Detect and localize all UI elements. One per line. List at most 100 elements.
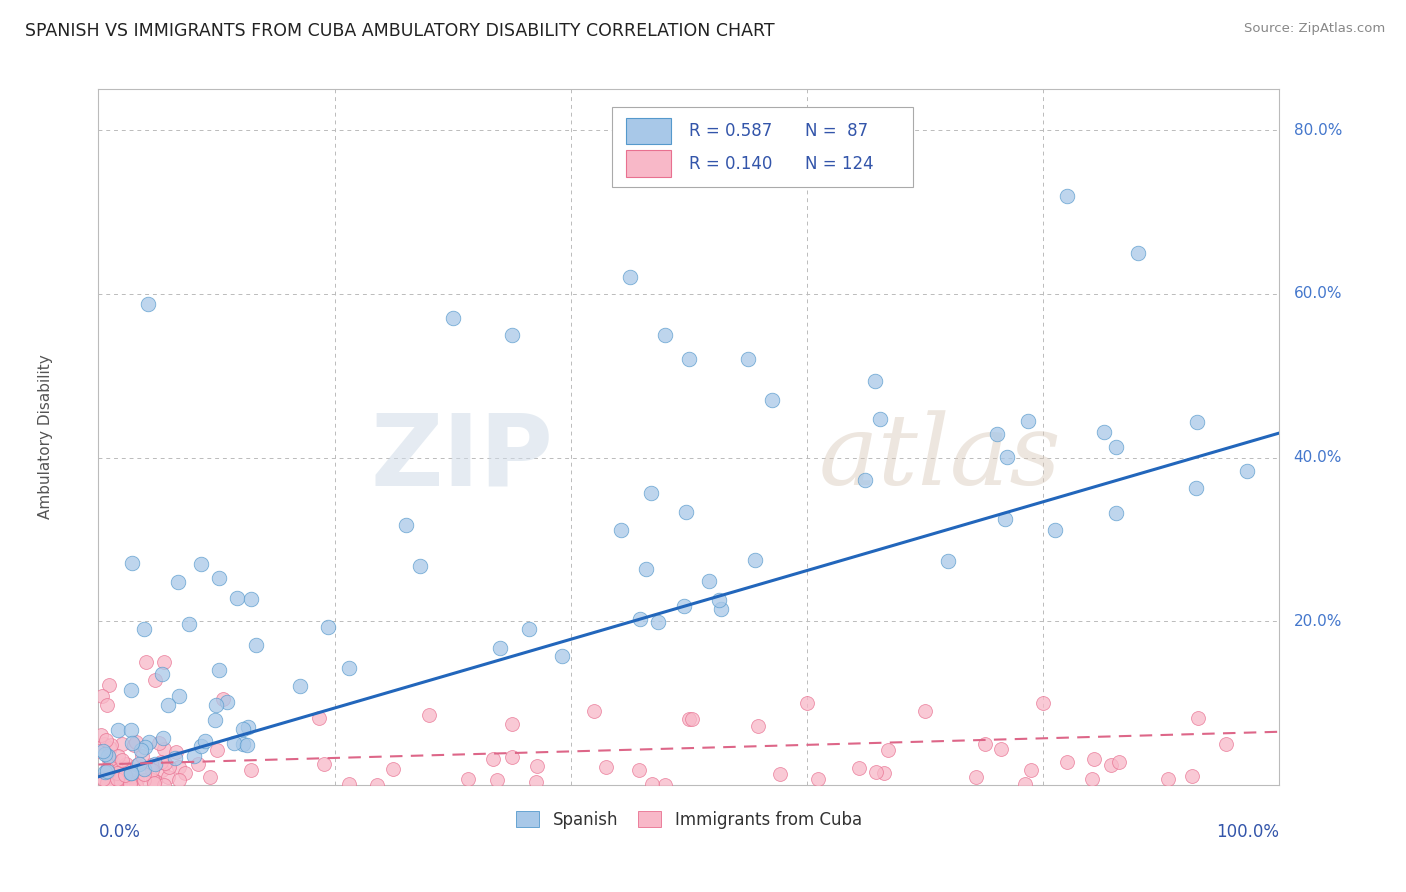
Point [761,393,783,408]
Point [994,512,1017,526]
Point [132,767,155,781]
Point [142,773,165,788]
Point [135,655,157,669]
Point [853,473,876,487]
Point [165,745,187,759]
Point [150,755,173,769]
Point [107,749,129,764]
Point [965,770,987,784]
Point [486,772,509,787]
Point [501,327,523,342]
Point [697,574,720,588]
Point [156,698,179,713]
Point [481,752,503,766]
Point [156,770,179,784]
Point [744,553,766,567]
Point [98,752,121,766]
Point [224,736,246,750]
Point [308,711,330,725]
Point [1092,425,1115,439]
Point [111,753,134,767]
Text: 100.0%: 100.0% [1216,823,1279,841]
Text: 60.0%: 60.0% [1294,286,1343,301]
Point [94,747,117,762]
Point [205,742,228,756]
Point [872,765,894,780]
Point [152,731,174,745]
Point [1056,755,1078,769]
Point [1019,763,1042,777]
Point [1236,464,1258,478]
Legend: Spanish, Immigrants from Cuba: Spanish, Immigrants from Cuba [509,805,869,836]
Point [627,763,650,777]
FancyBboxPatch shape [626,118,671,145]
Point [681,712,703,726]
Point [441,311,464,326]
Point [120,723,142,737]
Point [914,704,936,718]
Point [104,775,127,789]
Point [120,766,142,780]
Point [675,505,697,519]
Point [127,757,149,772]
Text: Ambulatory Disability: Ambulatory Disability [38,355,53,519]
Point [641,777,664,791]
Point [707,592,730,607]
Point [150,763,173,777]
Point [150,667,173,681]
Point [236,739,259,753]
Point [112,759,135,773]
Point [91,771,114,785]
Text: Source: ZipAtlas.com: Source: ZipAtlas.com [1244,22,1385,36]
Point [177,617,200,632]
Point [876,743,898,757]
Point [142,776,165,790]
Point [122,739,145,753]
Point [104,771,127,785]
Point [1083,752,1105,766]
Point [143,773,166,788]
Point [105,761,128,775]
Point [98,741,121,756]
Text: R = 0.140: R = 0.140 [689,154,772,173]
Point [167,772,190,787]
Point [114,768,136,782]
Point [366,778,388,792]
Point [848,761,870,775]
Point [115,778,138,792]
Point [796,696,818,710]
Point [114,768,136,782]
Point [96,764,118,779]
Point [501,716,523,731]
Point [91,689,114,703]
Point [769,767,792,781]
Point [938,553,960,567]
Point [1045,524,1067,538]
FancyBboxPatch shape [612,106,914,186]
Text: 40.0%: 40.0% [1294,450,1341,465]
Point [97,773,120,788]
Point [583,704,606,718]
Point [118,764,141,779]
Point [807,772,830,786]
Point [143,756,166,771]
Point [628,612,651,626]
Text: 0.0%: 0.0% [98,823,141,841]
Point [654,327,676,342]
Point [678,713,700,727]
Point [1185,481,1208,495]
Point [647,615,669,629]
Point [108,772,131,787]
Point [208,663,231,677]
Point [131,749,153,764]
Point [107,723,129,738]
Point [104,773,127,788]
Point [138,735,160,749]
Point [190,739,212,753]
Point [245,638,267,652]
Text: ZIP: ZIP [370,409,553,507]
Text: 20.0%: 20.0% [1294,614,1341,629]
Point [157,760,180,774]
Point [457,772,479,786]
Point [314,757,336,772]
